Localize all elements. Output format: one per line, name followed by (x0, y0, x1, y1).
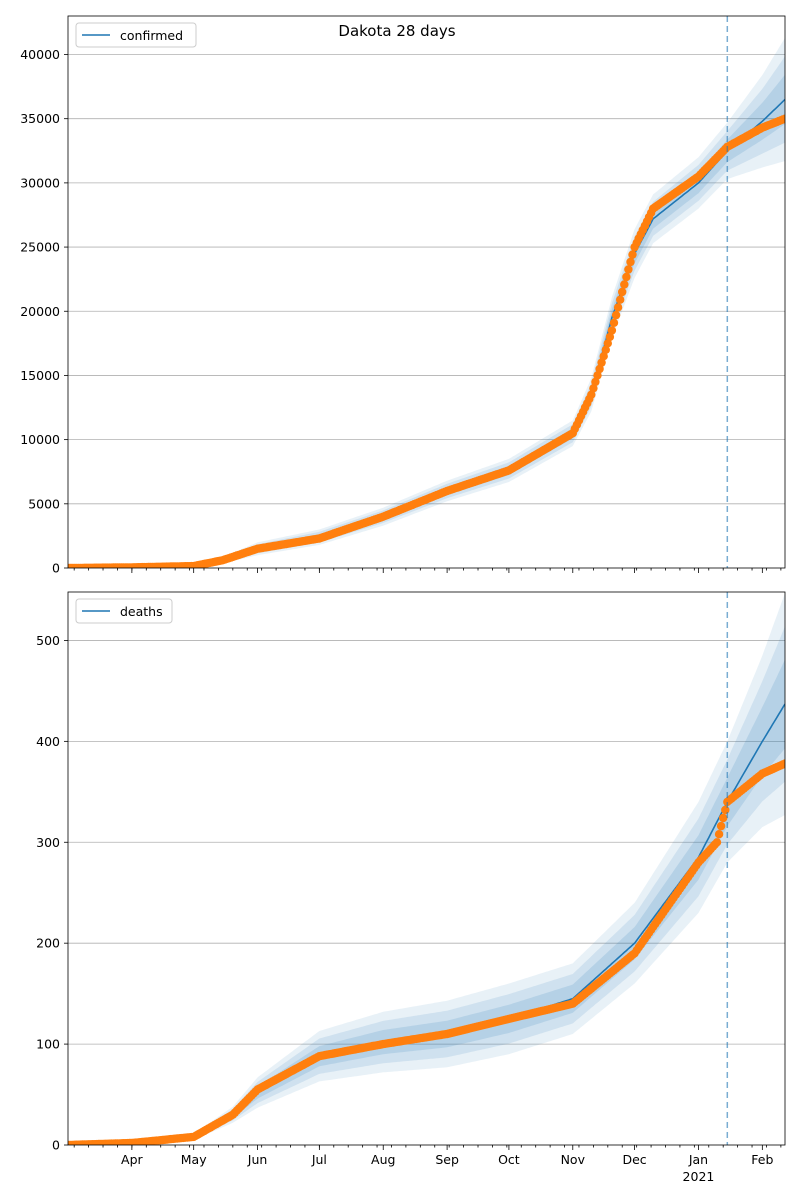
observed-point (721, 805, 730, 815)
y-tick-label: 400 (36, 734, 60, 749)
observed-point (624, 265, 633, 274)
observed-point (591, 377, 600, 387)
y-tick-label: 100 (36, 1037, 60, 1052)
y-tick-label: 20000 (20, 304, 60, 319)
x-tick-label: Oct (498, 1152, 520, 1167)
observed-point (616, 295, 625, 304)
observed-point (599, 352, 608, 361)
x-tick-label: Dec (622, 1152, 646, 1167)
uncertainty-bands (68, 37, 785, 568)
observed-point (626, 257, 635, 267)
x-tick-label: Sep (435, 1152, 459, 1167)
chart-title: Dakota 28 days (338, 22, 455, 40)
y-tick-label: 500 (36, 633, 60, 648)
x-tick-label: Feb (751, 1152, 773, 1167)
observed-point (622, 272, 631, 282)
y-tick-label: 0 (52, 561, 60, 576)
plot-frame (67, 591, 786, 1146)
observed-point (714, 830, 724, 839)
observed-point (613, 303, 623, 312)
observed-point (605, 332, 615, 342)
x-tick-label: Jul (311, 1152, 327, 1167)
x-tick-label: Nov (561, 1152, 586, 1167)
observed-point (595, 364, 604, 374)
uncertainty-bands (68, 593, 785, 1145)
legend-box (75, 22, 197, 48)
observed-point (716, 821, 726, 831)
y-tick-label: 15000 (20, 368, 60, 383)
y-tick-label: 200 (36, 936, 60, 951)
observed-point (620, 280, 629, 289)
uncertainty-band-0 (68, 37, 785, 568)
observed-point (607, 326, 617, 335)
x-tick-label: Aug (371, 1152, 395, 1167)
legend-box (75, 598, 173, 624)
x-tick-year-label: 2021 (683, 1169, 715, 1184)
x-tick-label: Jan (688, 1152, 708, 1167)
observed-points (68, 759, 785, 1145)
y-tick-label: 40000 (20, 47, 60, 62)
uncertainty-band-0 (68, 593, 785, 1145)
observed-point (719, 813, 728, 823)
x-tick-label: Jun (247, 1152, 268, 1167)
y-tick-label: 25000 (20, 240, 60, 255)
x-tick-label: Apr (121, 1152, 143, 1167)
observed-point (589, 384, 598, 393)
observed-point (712, 838, 722, 847)
y-tick-label: 10000 (20, 432, 60, 447)
observed-point (780, 114, 785, 123)
y-tick-label: 30000 (20, 175, 60, 190)
observed-point (587, 390, 596, 399)
y-tick-label: 5000 (28, 496, 60, 511)
legend-label: confirmed (120, 28, 183, 43)
observed-points (68, 114, 785, 568)
x-tick-label: May (181, 1152, 207, 1167)
observed-point (593, 371, 602, 380)
observed-point (628, 250, 637, 259)
legend: deaths (75, 598, 173, 624)
y-tick-label: 300 (36, 835, 60, 850)
y-tick-label: 0 (52, 1138, 60, 1153)
uncertainty-band-2 (68, 659, 785, 1145)
confirmed-panel: 0 5000 10000 15000 20000 25000 30000 35000 40000… (20, 15, 786, 576)
observed-point (597, 358, 606, 367)
legend-label: deaths (120, 604, 163, 619)
observed-point (780, 759, 785, 768)
plot-frame (67, 15, 786, 569)
observed-point (601, 345, 610, 354)
observed-point (618, 287, 627, 297)
observed-point (611, 310, 621, 320)
legend: confirmed (75, 22, 197, 48)
observed-point (609, 318, 619, 327)
y-tick-label: 35000 (20, 111, 60, 126)
observed-point (603, 339, 612, 348)
deaths-panel: 0 100 200 300 400 500 Apr May Jun Jul Aug Sep Oct Nov… (36, 591, 786, 1184)
